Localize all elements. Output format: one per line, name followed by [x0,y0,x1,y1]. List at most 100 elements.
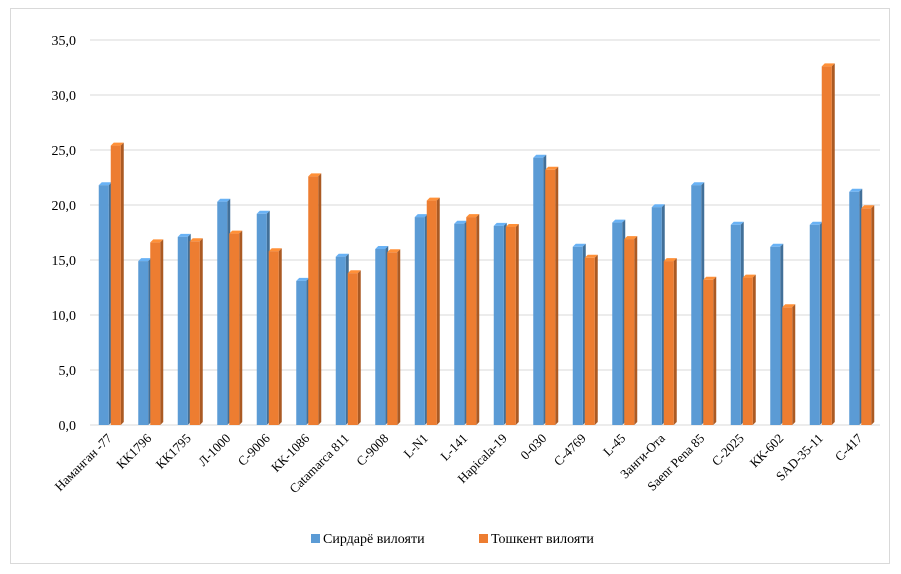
y-tick-label: 35,0 [52,34,77,49]
bar-front-face [110,145,121,425]
bar-front-face [414,217,425,425]
y-tick-label: 20,0 [52,199,77,214]
bar [572,243,586,425]
bar-top-face [703,276,717,280]
x-tick-label: С-9008 [353,431,391,469]
bar-front-face [742,277,753,425]
bar-side-face [318,173,322,425]
bar [256,210,270,425]
y-tick-label: 30,0 [52,89,77,104]
bar-side-face [120,142,124,425]
bar-front-face [651,207,662,425]
bar-front-face [387,252,398,425]
y-tick-label: 10,0 [52,309,77,324]
bar [189,238,203,425]
bar-side-face [555,166,559,426]
x-tick-label: С-2025 [709,431,747,469]
bar-front-face [782,307,793,425]
bar-top-face [861,205,875,209]
bar-side-face [476,214,480,425]
bar-side-face [397,249,401,425]
bar-front-face [150,242,161,425]
bar [612,219,626,425]
bar-top-face [268,248,282,252]
bar [138,258,152,425]
bar-top-face [138,258,152,262]
bar [347,270,361,425]
bar-top-face [110,142,124,146]
bar-top-face [335,253,349,257]
y-tick-label: 5,0 [59,364,77,379]
bar-front-face [612,222,623,425]
bar-top-face [454,220,468,224]
x-tick-label: С-417 [832,430,866,464]
bar-side-face [594,254,598,425]
bar-side-face [792,304,796,425]
bar-top-face [296,277,310,281]
legend-label-tashkent: Тошкент вилояти [491,532,594,547]
bar-front-face [545,169,556,425]
bar [651,204,665,425]
bar [861,205,875,425]
bar-front-face [177,236,188,425]
bar-top-face [545,166,559,170]
bar-top-face [572,243,586,247]
bar-chart: 0,0 5,0 10,0 15,0 20,0 25,0 30,0 35,0 Наманган … [51,34,880,547]
bar-side-face [436,197,440,425]
bar [821,63,835,426]
bar-side-face [357,270,361,425]
bar [624,236,638,425]
bar-front-face [256,213,267,425]
bar-front-face [375,249,386,425]
x-tick-label: С-9006 [235,430,274,469]
bar-front-face [466,217,477,425]
bar-front-face [347,273,358,425]
x-tick-label: Наманган -77 [51,430,115,494]
bar [217,198,231,425]
bar-top-face [730,221,744,225]
bar-front-face [533,157,544,425]
bar-front-face [691,185,702,425]
bar-front-face [308,176,319,425]
bar [296,277,310,425]
bar [782,304,796,425]
bar-front-face [703,279,714,425]
bar-side-face [515,224,519,425]
bar [770,243,784,425]
bar-top-face [691,182,705,186]
bar-top-face [414,214,428,218]
legend: Сирдарё вилояти Тошкент вилояти [311,532,594,547]
bar-top-face [217,198,231,202]
bar-top-face [375,246,389,249]
bar-front-face [861,208,872,425]
bar-top-face [189,238,203,242]
y-tick-label: 25,0 [52,144,77,159]
bar-front-face [138,261,149,425]
bar-front-face [426,200,437,425]
bar [308,173,322,425]
bar [493,222,507,425]
x-tick-label: С-4769 [551,431,589,469]
bar-front-face [584,257,595,425]
bar-top-face [849,188,863,192]
bar-front-face [454,223,465,425]
bar [545,166,559,426]
bar-top-face [612,219,626,223]
bar-front-face [663,261,674,425]
bar [177,233,191,425]
bar-side-face [278,248,282,425]
bar [809,221,823,425]
bar-front-face [572,246,583,425]
bar-top-face [98,182,112,186]
bar-top-face [347,270,361,274]
x-tick-label: КК1796 [113,430,155,472]
bar-top-face [651,204,665,208]
bar [466,214,480,425]
gridlines [90,39,880,426]
y-tick-label: 0,0 [59,419,77,434]
bar-front-face [268,251,279,425]
bar-top-face [177,233,191,237]
bar-front-face [229,233,240,425]
bar-side-face [871,205,875,425]
bar-top-face [493,222,507,226]
